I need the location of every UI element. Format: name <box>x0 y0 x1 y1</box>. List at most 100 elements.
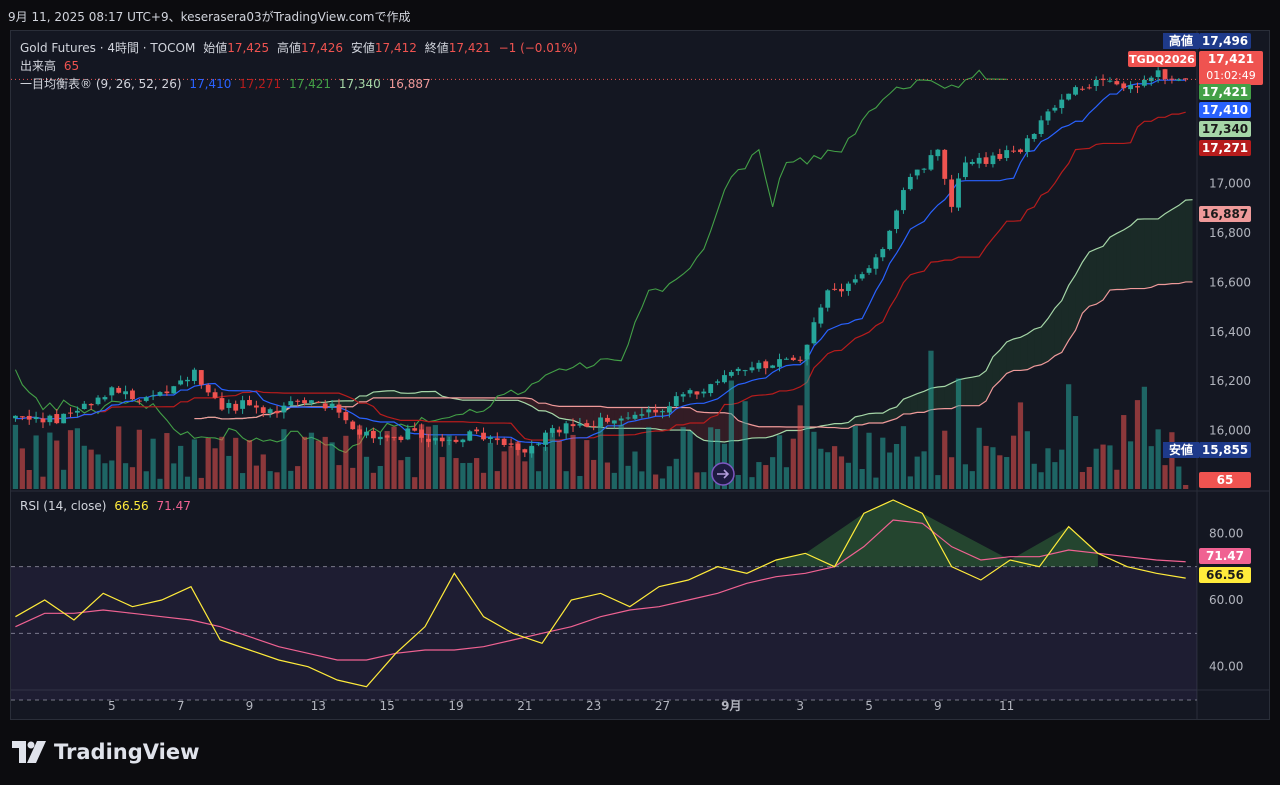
rsi-ma-tag-bg <box>1199 548 1251 564</box>
chikou-tag: 17,421 <box>1202 85 1248 99</box>
volume-bar <box>949 457 955 489</box>
volume-bar <box>198 477 204 489</box>
volume-bar <box>887 452 893 489</box>
volume-bar <box>714 428 721 489</box>
volume-bar <box>474 458 480 489</box>
candle-body <box>990 155 996 165</box>
volume-bar <box>935 475 941 489</box>
volume-bar <box>191 439 198 489</box>
candle-body <box>40 418 46 423</box>
volume-bar <box>102 463 108 489</box>
volume-bar <box>329 442 335 489</box>
cloud-segment <box>758 426 766 438</box>
volume-bar <box>363 456 370 489</box>
time-tick-label: 15 <box>380 699 395 713</box>
candle-body <box>357 429 363 435</box>
volume-bar <box>632 451 638 489</box>
tradingview-logo[interactable]: TradingView <box>12 740 199 764</box>
candle-body <box>728 372 734 376</box>
cloud-segment <box>1171 205 1179 284</box>
candle-body <box>1011 150 1016 152</box>
candle-body <box>969 161 975 164</box>
candle-body <box>825 290 831 308</box>
candle-body <box>687 390 693 394</box>
volume-bar <box>398 460 404 489</box>
candle-body <box>935 149 941 157</box>
candle-body <box>556 429 562 433</box>
candle-body <box>942 149 948 179</box>
cloud-segment <box>1185 199 1193 282</box>
candle-body <box>1059 99 1065 109</box>
cloud-segment <box>1089 248 1097 307</box>
volume-bar <box>239 473 246 489</box>
volume-bar <box>487 442 494 489</box>
price-tick-label: 16,000 <box>1209 424 1251 438</box>
volume-bar <box>40 476 46 489</box>
cloud-segment <box>586 406 594 428</box>
candle-body <box>722 375 727 383</box>
cloud-segment <box>855 415 863 425</box>
cloud-segment <box>979 370 987 406</box>
tenkan-tag: 17,410 <box>1202 103 1248 117</box>
volume-legend[interactable]: 出来高 65 <box>20 57 83 74</box>
cloud-segment <box>607 407 615 429</box>
volume-bar <box>61 469 67 489</box>
volume-bar <box>425 426 432 489</box>
volume-bar <box>928 350 934 489</box>
volume-bar <box>1148 446 1154 489</box>
candle-body <box>625 417 631 419</box>
rsi-legend[interactable]: RSI (14, close) 66.56 71.47 <box>20 499 195 513</box>
candle-body <box>570 424 576 427</box>
close-value: 17,421 <box>448 41 491 55</box>
candle-body <box>1141 79 1147 86</box>
rsi-ma-line <box>15 519 1186 661</box>
cloud-segment <box>786 427 794 431</box>
volume-bar <box>439 457 445 489</box>
ichimoku-legend[interactable]: 一目均衡表® (9, 26, 52, 26) 17,410 17,271 17,… <box>20 75 435 92</box>
candle-body <box>646 409 652 413</box>
candle-body <box>130 390 135 400</box>
candle-body <box>1114 81 1120 85</box>
volume-bar <box>1100 444 1106 489</box>
cloud-segment <box>889 406 897 421</box>
goto-realtime-icon[interactable] <box>711 462 735 486</box>
symbol-title[interactable]: Gold Futures · 4時間 · TOCOM <box>20 41 196 55</box>
volume-bar <box>460 463 466 489</box>
volume-bar <box>790 438 796 489</box>
symbol-legend[interactable]: Gold Futures · 4時間 · TOCOM 始値17,425 高値17… <box>20 39 582 56</box>
time-tick-label: 9 <box>246 699 254 713</box>
cloud-segment <box>1082 251 1090 314</box>
candle-body <box>19 416 25 418</box>
high-label: 高値 <box>277 41 302 55</box>
cloud-segment <box>387 390 395 398</box>
cloud-segment <box>421 391 429 398</box>
cloud-segment <box>827 423 835 428</box>
volume-bar <box>570 434 576 489</box>
candle-body <box>666 406 672 413</box>
volume-bar <box>350 467 356 489</box>
candle-body <box>1093 79 1099 86</box>
cloud-segment <box>573 406 580 424</box>
chikou-tag-bg <box>1199 84 1251 100</box>
volume-bar <box>831 446 838 489</box>
time-tick-label: 7 <box>177 699 185 713</box>
change-value: −1 (−0.01%) <box>498 41 578 55</box>
cloud-segment <box>579 406 587 427</box>
volume-bar <box>109 460 115 489</box>
ichimoku-tenkan-value: 17,410 <box>189 77 232 91</box>
candle-body <box>522 449 528 453</box>
candle-body <box>715 381 720 383</box>
candle-body <box>288 401 294 406</box>
cloud-segment <box>428 391 436 398</box>
volume-bar <box>873 477 879 489</box>
volume-bar <box>446 435 452 489</box>
candle-body <box>253 405 259 408</box>
volume-bar <box>611 472 617 489</box>
candle-body <box>749 367 755 371</box>
volume-bar <box>756 462 762 489</box>
volume-bar <box>804 349 810 489</box>
chart-frame[interactable] <box>10 30 1270 720</box>
volume-bar <box>143 471 149 489</box>
candle-body <box>281 405 287 413</box>
